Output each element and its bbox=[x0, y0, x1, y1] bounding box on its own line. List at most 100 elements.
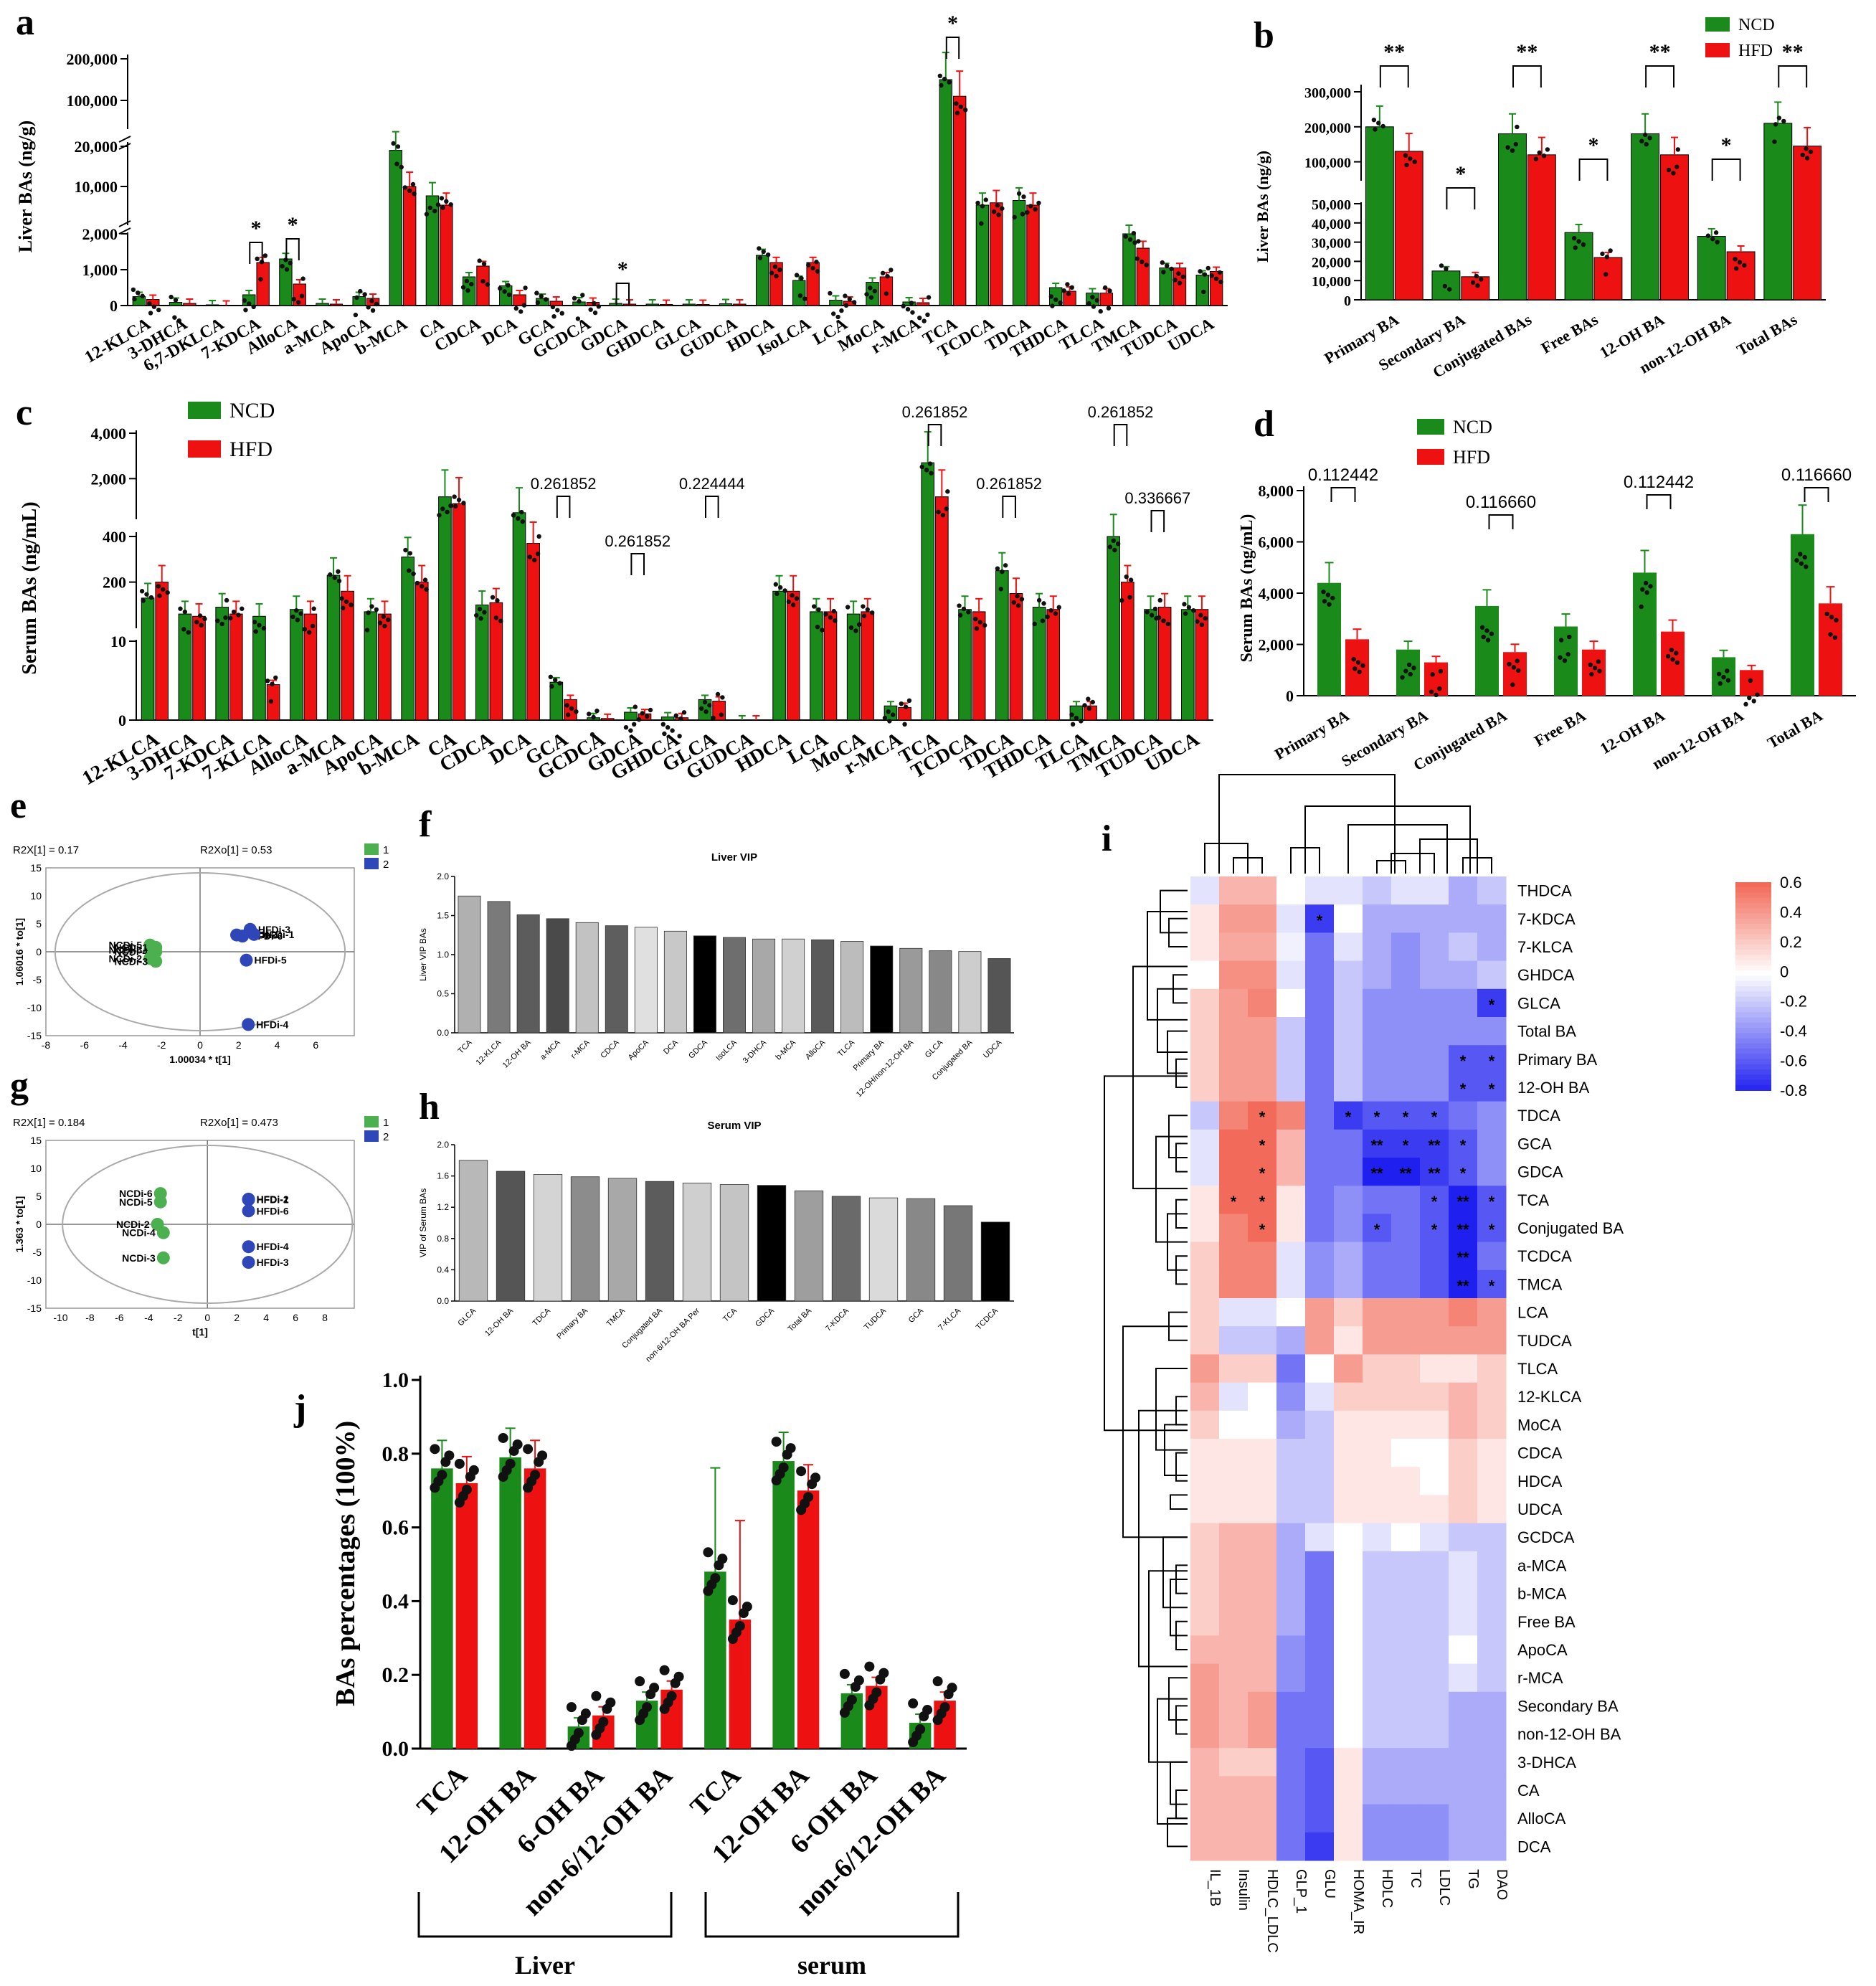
row-dendrogram bbox=[1155, 1368, 1188, 1451]
data-point bbox=[310, 623, 316, 629]
data-point bbox=[702, 699, 708, 705]
data-point bbox=[1198, 269, 1203, 274]
significance-star: ** bbox=[1370, 1136, 1383, 1154]
data-point bbox=[182, 609, 188, 615]
vip-bar bbox=[496, 1171, 526, 1302]
data-point bbox=[908, 1698, 919, 1709]
heatmap-cell bbox=[1334, 1354, 1363, 1384]
heatmap-cell bbox=[1363, 1073, 1392, 1102]
y-tick-label: 15 bbox=[30, 862, 42, 874]
heatmap-cell bbox=[1334, 1523, 1363, 1552]
data-point bbox=[1442, 283, 1448, 289]
heatmap-cell bbox=[1276, 988, 1306, 1018]
data-point bbox=[635, 1676, 645, 1687]
y-tick-label: 5 bbox=[36, 918, 42, 930]
data-point bbox=[257, 623, 262, 628]
heatmap-cell bbox=[1219, 1467, 1249, 1495]
colorbar-label: 0 bbox=[1780, 963, 1789, 980]
y-tick-label: 0 bbox=[36, 1219, 42, 1230]
data-point bbox=[144, 592, 149, 597]
data-point bbox=[678, 716, 683, 722]
data-point bbox=[1183, 611, 1188, 616]
data-point bbox=[939, 82, 944, 88]
panel-letter-f: f bbox=[419, 804, 432, 845]
colorbar-segment bbox=[1735, 1049, 1771, 1055]
data-point bbox=[469, 282, 474, 287]
heatmap-cell bbox=[1477, 960, 1507, 990]
row-label: TCA bbox=[1517, 1191, 1549, 1209]
data-point bbox=[1608, 248, 1613, 253]
panel-f: Liver VIP 0.0 0.5 1.0 1.5 2.0 Liver VIP BAs TCA… bbox=[418, 851, 1014, 1099]
data-point bbox=[536, 534, 541, 539]
data-point bbox=[1156, 615, 1162, 620]
vip-bar bbox=[958, 951, 982, 1034]
column-label: HDLC bbox=[1379, 1869, 1395, 1908]
y-tick-label: 0.5 bbox=[437, 989, 449, 999]
colorbar-segment bbox=[1735, 1028, 1771, 1034]
row-label: THDCA bbox=[1517, 882, 1572, 900]
bar-hfd bbox=[266, 684, 280, 721]
vip-bar bbox=[906, 1198, 936, 1302]
legend-swatch-ncd bbox=[1417, 419, 1444, 435]
bar-hfd bbox=[898, 706, 911, 721]
heatmap-cell bbox=[1248, 1326, 1277, 1355]
data-point bbox=[240, 606, 245, 611]
data-point bbox=[1040, 618, 1046, 623]
data-point bbox=[349, 602, 354, 607]
heatmap-cell bbox=[1305, 1410, 1335, 1439]
data-point bbox=[1408, 156, 1413, 161]
data-point bbox=[1025, 210, 1030, 215]
data-point bbox=[1217, 270, 1223, 275]
data-point bbox=[628, 728, 633, 733]
heatmap-cell bbox=[1334, 1382, 1363, 1412]
data-point bbox=[1674, 651, 1679, 656]
x-tick-label: GLCA bbox=[924, 1038, 945, 1059]
data-point bbox=[1127, 595, 1132, 600]
heatmap-cell bbox=[1391, 1101, 1421, 1130]
data-point bbox=[1041, 601, 1046, 606]
data-point bbox=[1357, 669, 1362, 674]
row-label: CA bbox=[1517, 1782, 1540, 1800]
data-point bbox=[366, 305, 371, 310]
heatmap-cell bbox=[1334, 1439, 1363, 1467]
bar-hfd bbox=[1136, 247, 1150, 306]
x-tick-label: Total BAs bbox=[1733, 310, 1800, 359]
data-point bbox=[901, 303, 906, 308]
score-point-label: NCDi-2 bbox=[116, 1219, 150, 1230]
data-point bbox=[1177, 280, 1183, 285]
figure-root: a 0 1,000 2,000 10,000 20,000 100,000 200,000 Li… bbox=[10, 2, 1856, 1980]
heatmap-cell bbox=[1363, 1017, 1392, 1046]
score-point bbox=[242, 1204, 255, 1218]
score-point-label: NCDi-1 bbox=[115, 942, 148, 953]
data-point bbox=[777, 268, 782, 273]
significance-label: 0.116660 bbox=[1466, 493, 1536, 512]
data-point bbox=[940, 513, 946, 518]
heatmap-cell bbox=[1477, 1298, 1507, 1327]
x-tick-label: TMCA bbox=[605, 1306, 627, 1328]
y-tick-label: 2,000 bbox=[1259, 636, 1294, 654]
heatmap-cell bbox=[1391, 1269, 1421, 1299]
data-point bbox=[341, 605, 346, 610]
data-point bbox=[1648, 584, 1653, 589]
data-point bbox=[925, 312, 930, 317]
data-point bbox=[1015, 593, 1020, 599]
data-point bbox=[1404, 162, 1409, 168]
x-tick-label: 12-KLCA bbox=[475, 1038, 504, 1067]
data-point bbox=[176, 318, 182, 323]
hotelling-ellipse bbox=[62, 1145, 354, 1304]
heatmap-cell bbox=[1248, 1832, 1277, 1861]
significance-label: * bbox=[288, 213, 298, 237]
heatmap-cell bbox=[1391, 1663, 1421, 1693]
heatmap-cell bbox=[1305, 1635, 1335, 1665]
data-point bbox=[1666, 167, 1672, 173]
data-point bbox=[336, 578, 342, 584]
heatmap-cell bbox=[1248, 1017, 1277, 1046]
colorbar-segment bbox=[1735, 1007, 1771, 1013]
data-point bbox=[1804, 564, 1809, 569]
data-point bbox=[1597, 668, 1602, 673]
colorbar-segment bbox=[1735, 1064, 1771, 1070]
data-point bbox=[482, 610, 487, 615]
heatmap-cell bbox=[1248, 1158, 1277, 1186]
heatmap-cell bbox=[1190, 1298, 1220, 1327]
